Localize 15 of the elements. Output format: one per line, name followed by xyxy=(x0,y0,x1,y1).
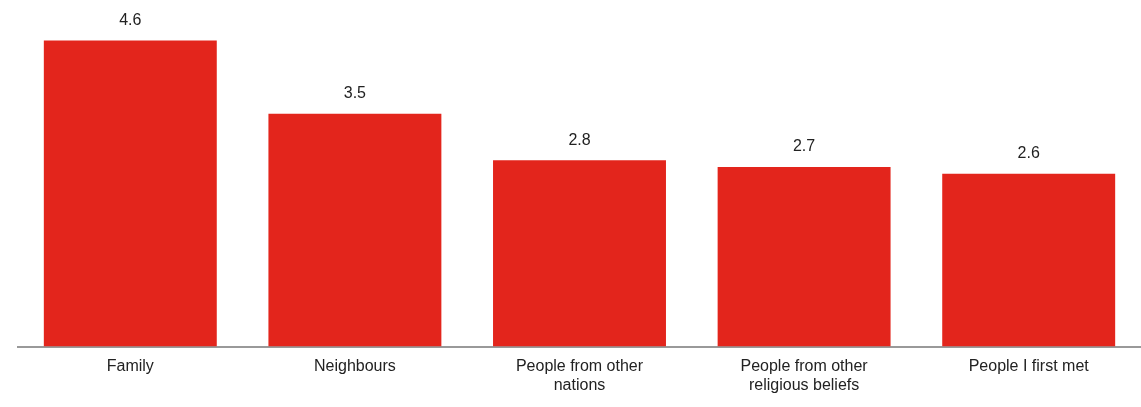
x-tick-label: People from other religious beliefs xyxy=(740,356,869,393)
data-label: 3.5 xyxy=(343,84,367,102)
bar xyxy=(493,160,666,347)
bar xyxy=(717,167,891,347)
data-label: 4.6 xyxy=(119,11,142,29)
x-tick-label: People I first met xyxy=(968,356,1090,374)
bar xyxy=(43,40,217,347)
x-tick-label: People from other nations xyxy=(515,356,644,393)
x-tick-label: Family xyxy=(106,356,154,374)
x-tick-label: Neighbours xyxy=(313,356,396,374)
bar xyxy=(942,173,1116,347)
data-label: 2.8 xyxy=(568,130,591,148)
bar xyxy=(268,113,442,347)
data-label: 2.7 xyxy=(792,137,816,155)
data-label: 2.6 xyxy=(1017,144,1040,162)
